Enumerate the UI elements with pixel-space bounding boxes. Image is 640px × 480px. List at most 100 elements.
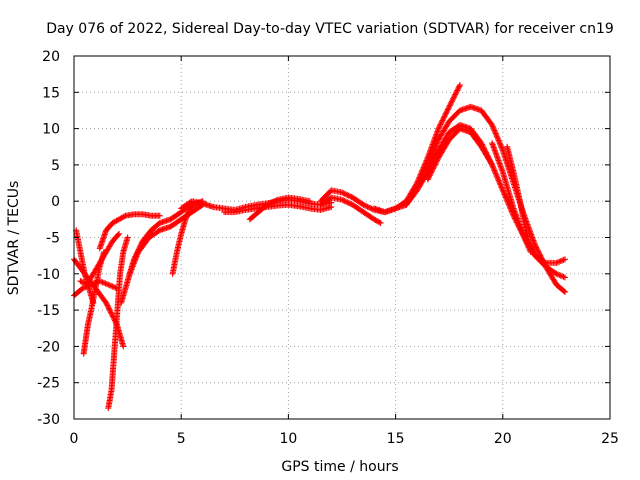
data-point <box>491 127 498 134</box>
data-point <box>111 284 118 291</box>
data-point <box>105 303 112 310</box>
data-point <box>427 156 434 163</box>
data-point <box>447 101 454 108</box>
data-point <box>263 201 270 208</box>
data-point <box>500 188 507 195</box>
data-point <box>438 118 445 125</box>
x-tick-label: 0 <box>70 431 79 447</box>
data-point <box>490 126 497 133</box>
data-point <box>493 171 500 178</box>
data-point <box>490 166 497 173</box>
x-tick-label: 20 <box>494 431 512 447</box>
data-point <box>339 196 345 203</box>
data-point <box>107 308 114 315</box>
y-tick-label: 10 <box>42 122 60 138</box>
data-point <box>490 124 497 131</box>
data-point <box>452 91 459 98</box>
y-axis-label: SDTVAR / TECUs <box>6 181 22 296</box>
series-track-5 <box>77 230 123 288</box>
data-point <box>446 103 453 110</box>
data-point <box>424 163 431 170</box>
data-point <box>435 125 442 132</box>
data-point <box>559 273 566 280</box>
data-point <box>108 310 115 317</box>
data-point <box>344 192 351 199</box>
data-point <box>561 274 568 281</box>
data-point <box>109 283 116 290</box>
data-point <box>339 189 345 196</box>
data-point <box>347 200 354 207</box>
data-point <box>345 192 352 199</box>
data-point <box>266 200 273 207</box>
data-point <box>449 97 456 104</box>
data-point <box>422 165 429 172</box>
data-point <box>103 299 110 306</box>
data-point <box>121 213 128 220</box>
data-point <box>492 130 499 137</box>
data-point <box>124 234 131 241</box>
data-point <box>116 230 123 237</box>
y-tick-label: 5 <box>51 158 60 174</box>
data-point <box>491 167 498 174</box>
data-point <box>105 305 112 312</box>
series-track-6 <box>96 211 163 252</box>
data-point <box>108 282 115 289</box>
data-point <box>421 168 428 175</box>
data-point <box>498 143 505 150</box>
data-point <box>560 273 567 280</box>
data-point <box>420 170 427 177</box>
data-point <box>414 182 421 189</box>
data-point <box>365 204 372 211</box>
data-point <box>557 272 564 279</box>
data-point <box>503 197 510 204</box>
series-track-16 <box>371 82 463 216</box>
data-point <box>416 178 423 185</box>
data-point <box>497 141 504 148</box>
data-point <box>422 167 429 174</box>
data-point <box>452 90 459 97</box>
data-point <box>417 176 424 183</box>
data-point <box>440 116 447 123</box>
data-point <box>443 109 450 116</box>
data-point <box>553 270 560 277</box>
data-point <box>433 140 440 147</box>
data-point <box>420 171 427 178</box>
data-point <box>106 306 113 313</box>
data-point <box>437 121 444 128</box>
data-point <box>441 113 448 120</box>
data-point <box>360 201 367 208</box>
data-point <box>107 309 114 316</box>
data-point <box>434 137 441 144</box>
data-point <box>493 173 500 180</box>
data-point <box>270 198 277 205</box>
data-point <box>436 124 443 131</box>
data-point <box>347 193 354 200</box>
data-point <box>416 179 423 186</box>
data-point <box>419 172 426 179</box>
data-point <box>418 174 425 181</box>
data-point <box>454 86 461 93</box>
data-point <box>425 159 432 166</box>
data-point <box>492 168 499 175</box>
data-point <box>269 199 276 206</box>
data-point <box>377 219 384 226</box>
data-point <box>440 114 447 121</box>
data-series-layer <box>71 82 568 412</box>
data-point <box>361 202 368 209</box>
data-point <box>436 122 443 129</box>
data-point <box>273 197 280 204</box>
series-track-10 <box>169 198 206 277</box>
data-point <box>415 180 422 187</box>
data-point <box>99 279 106 286</box>
data-point <box>493 131 500 138</box>
data-point <box>343 198 350 205</box>
data-point <box>267 199 274 206</box>
data-point <box>456 83 463 90</box>
data-point <box>120 343 127 350</box>
data-point <box>363 203 370 210</box>
data-point <box>79 285 86 292</box>
data-point <box>438 120 445 127</box>
data-point <box>505 200 512 207</box>
data-point <box>450 95 457 102</box>
data-point <box>106 282 113 289</box>
